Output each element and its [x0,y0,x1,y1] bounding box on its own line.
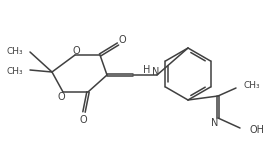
Text: CH₃: CH₃ [6,46,23,55]
Text: CH₃: CH₃ [6,67,23,75]
Text: OH: OH [249,125,264,135]
Text: O: O [72,46,80,56]
Text: CH₃: CH₃ [244,82,261,90]
Text: N: N [152,67,159,77]
Text: N: N [211,118,219,128]
Text: O: O [57,92,65,102]
Text: H: H [143,65,151,75]
Text: O: O [79,115,87,125]
Text: O: O [118,35,126,45]
